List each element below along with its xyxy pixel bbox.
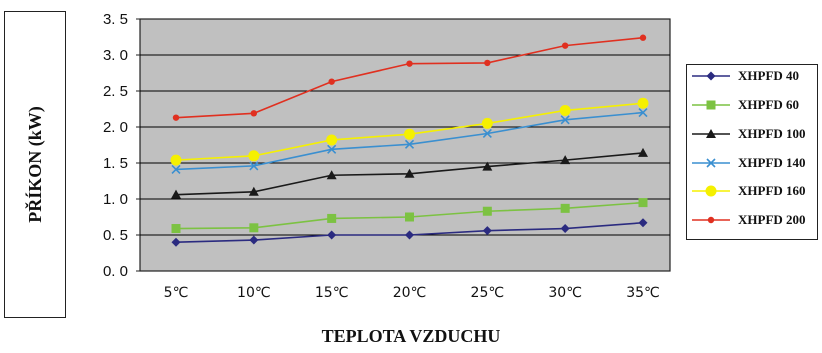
data-point (639, 34, 647, 41)
legend-swatch (692, 158, 730, 168)
plot-area (139, 18, 671, 272)
x-tick-label: 15℃ (315, 285, 349, 301)
data-point (481, 117, 493, 129)
data-point (326, 170, 337, 180)
ylabel-frame (4, 11, 66, 318)
legend-item: XHPFD 40 (692, 66, 816, 86)
y-tick-label: 0. 5 (103, 227, 128, 244)
y-tick-label: 1. 0 (103, 191, 128, 208)
y-tick-label: 3. 0 (103, 47, 128, 64)
data-point (248, 150, 260, 162)
data-point (638, 198, 648, 208)
y-tick-label: 1. 5 (103, 155, 128, 172)
data-point (484, 59, 491, 67)
y-tick-label: 3. 5 (103, 11, 128, 28)
data-point (560, 155, 571, 165)
data-point (560, 115, 570, 125)
legend-label: XHPFD 60 (738, 97, 800, 112)
legend-item: XHPFD 200 (692, 210, 816, 230)
data-point (560, 203, 570, 213)
y-tick-label: 2. 5 (103, 83, 128, 100)
legend-label: XHPFD 140 (738, 155, 806, 170)
legend-item: XHPFD 60 (692, 95, 816, 115)
x-tick-label: 20℃ (393, 285, 427, 301)
data-point (482, 226, 492, 236)
legend-label: XHPFD 200 (738, 212, 806, 227)
data-point (171, 164, 181, 175)
legend-item: XHPFD 160 (692, 181, 816, 201)
data-point (559, 104, 571, 116)
data-point (404, 128, 415, 140)
data-point (171, 224, 181, 234)
data-point (638, 147, 648, 157)
data-point (327, 144, 337, 154)
x-tick-label: 5℃ (164, 285, 189, 301)
data-point (171, 237, 181, 247)
x-tick-label: 25℃ (471, 285, 505, 301)
y-tick-label: 2. 0 (103, 119, 128, 136)
data-point (637, 97, 649, 109)
data-point (327, 213, 337, 223)
data-point (249, 223, 259, 233)
data-point (327, 230, 337, 240)
data-point (406, 60, 413, 67)
x-tick-label: 30℃ (548, 285, 582, 301)
data-point (249, 161, 259, 171)
data-point (249, 235, 259, 245)
x-tick-label: 10℃ (237, 285, 271, 301)
x-axis-title: TEPLOTA VZDUCHU (321, 326, 501, 346)
data-point (172, 114, 180, 121)
legend-item: XHPFD 100 (692, 124, 816, 144)
legend-swatch (692, 185, 730, 197)
data-point (482, 161, 493, 171)
data-point (250, 110, 258, 117)
data-point (404, 139, 415, 149)
data-point (561, 42, 569, 49)
legend-label: XHPFD 100 (738, 126, 806, 141)
legend-label: XHPFD 160 (738, 183, 806, 198)
data-point (326, 134, 338, 146)
data-point (405, 212, 414, 222)
data-point (638, 218, 648, 228)
legend-marker (706, 129, 716, 138)
data-point (171, 189, 181, 199)
legend-marker (705, 185, 717, 197)
data-point (404, 168, 415, 178)
y-tick-label: 0. 0 (103, 263, 128, 280)
legend-marker (706, 100, 716, 110)
legend-marker (707, 216, 715, 224)
legend-swatch (692, 216, 730, 224)
data-point (405, 230, 414, 240)
x-tick-label: 35℃ (626, 285, 660, 301)
data-point (482, 206, 492, 216)
legend-marker (706, 71, 716, 81)
data-point (560, 224, 570, 234)
legend-marker (706, 158, 716, 168)
legend-swatch (692, 100, 730, 110)
legend-label: XHPFD 40 (738, 68, 800, 83)
legend (686, 64, 818, 240)
data-point (328, 78, 335, 85)
data-point (248, 186, 259, 196)
legend-swatch (692, 71, 730, 81)
legend-item: XHPFD 140 (692, 153, 816, 173)
legend-swatch (692, 129, 730, 138)
data-point (638, 108, 648, 118)
data-point (482, 128, 492, 139)
data-point (170, 154, 182, 166)
